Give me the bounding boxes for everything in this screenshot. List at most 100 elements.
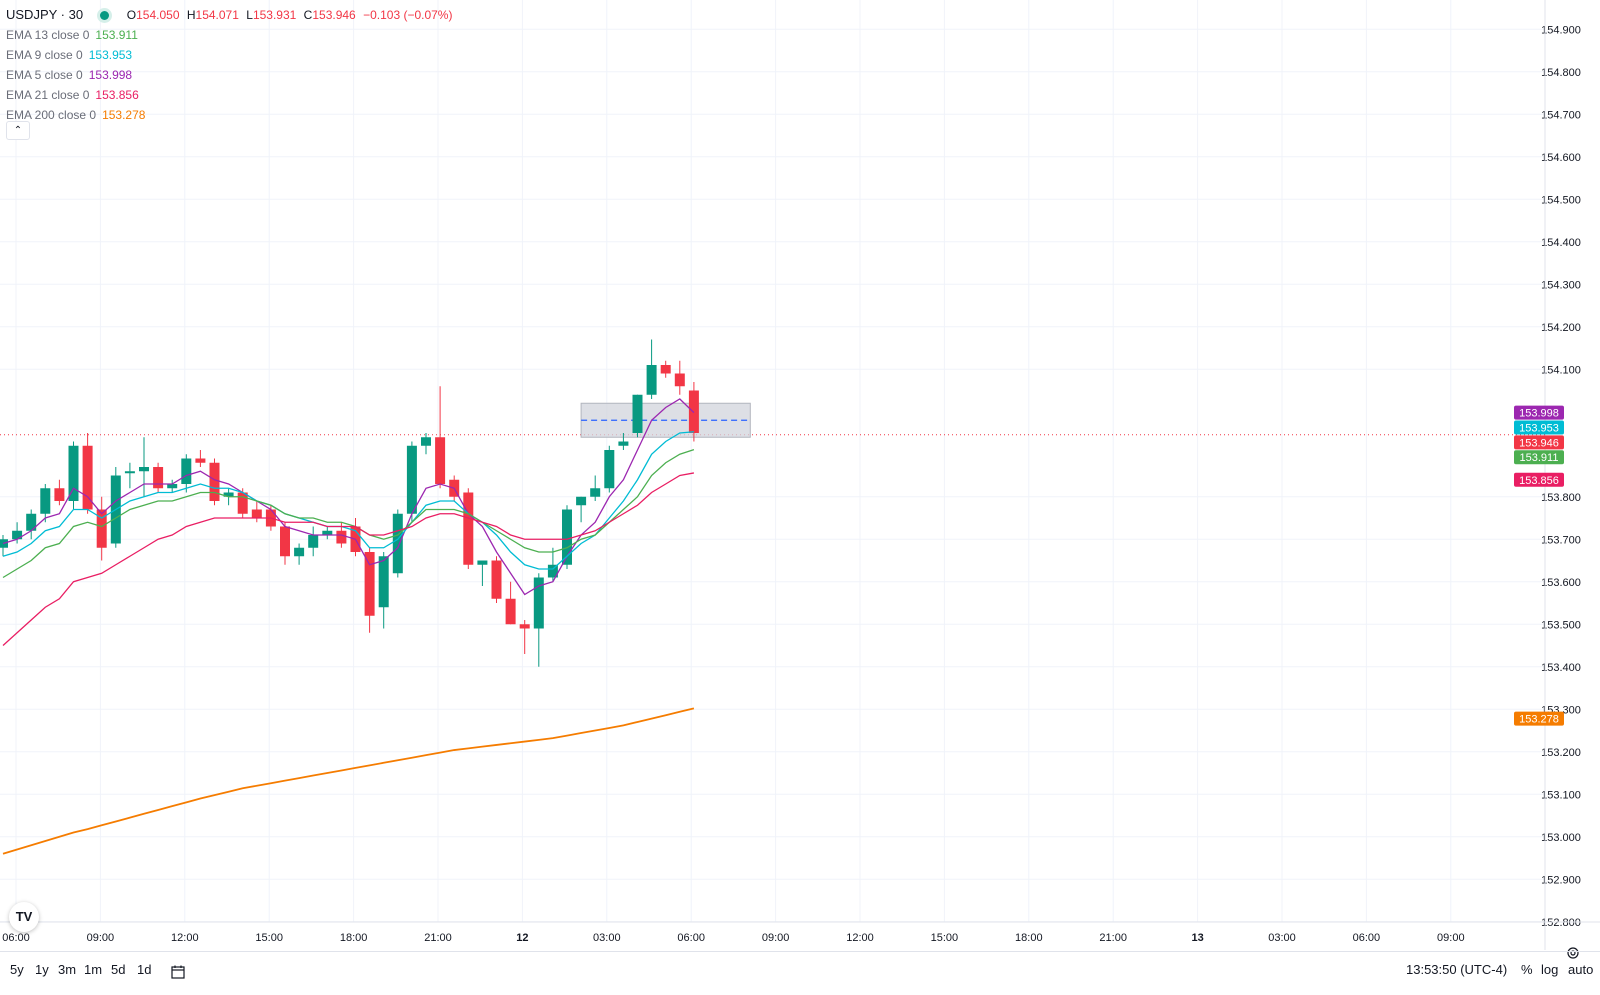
range-button-5d[interactable]: 5d xyxy=(111,962,126,977)
candle-body xyxy=(576,496,587,506)
x-tick-label: 13 xyxy=(1191,932,1203,944)
ema-line xyxy=(2,472,695,646)
open-label: O xyxy=(126,8,137,22)
y-tick-label: 154.700 xyxy=(1541,109,1581,121)
candle-body xyxy=(26,513,37,531)
high-label: H xyxy=(186,8,196,22)
candle-body xyxy=(463,492,474,565)
bottom-toolbar xyxy=(0,951,1600,995)
y-tick-label: 153.800 xyxy=(1541,492,1581,504)
y-tick-label: 153.500 xyxy=(1541,619,1581,631)
candle-body xyxy=(96,509,107,548)
candle-body xyxy=(181,458,192,484)
price-axis-tag xyxy=(1514,420,1564,435)
logo-text: TV xyxy=(15,909,33,924)
indicator-name: EMA 5 close 0 xyxy=(6,68,83,82)
candle-body xyxy=(406,445,417,514)
candle-body xyxy=(618,441,629,446)
indicator-value: 153.278 xyxy=(102,108,146,122)
range-button-3m[interactable]: 3m xyxy=(58,962,77,977)
x-tick-label: 15:00 xyxy=(931,932,959,944)
candle-body xyxy=(209,462,220,501)
price-axis-tag xyxy=(1514,472,1564,487)
candle-body xyxy=(435,437,446,484)
calendar-range-icon[interactable] xyxy=(170,964,186,980)
range-button-1y[interactable]: 1y xyxy=(35,962,49,977)
y-tick-label: 154.200 xyxy=(1541,322,1581,334)
high-value: 154.071 xyxy=(195,8,239,22)
indicator-name: EMA 9 close 0 xyxy=(6,48,83,62)
y-tick-label: 154.400 xyxy=(1541,237,1581,249)
candle-body xyxy=(421,437,431,446)
candle-body xyxy=(674,373,685,387)
price-axis-tag-label: 153.911 xyxy=(1520,452,1559,464)
indicator-row[interactable]: EMA 13 close 0 153.911 xyxy=(6,25,452,45)
price-axis-tag-label: 153.953 xyxy=(1519,422,1559,434)
price-axis-tag-label: 153.998 xyxy=(1519,408,1559,420)
timezone-clock[interactable]: 13:53:50 (UTC-4) xyxy=(1406,962,1508,977)
indicator-value: 153.998 xyxy=(88,68,133,82)
range-button-5y[interactable]: 5y xyxy=(10,962,24,977)
indicator-row[interactable]: EMA 5 close 0 153.998 xyxy=(6,65,452,85)
indicator-row[interactable]: EMA 21 close 0 153.856 xyxy=(6,85,452,105)
x-tick-label: 18:00 xyxy=(340,932,368,944)
x-tick-label: 15:00 xyxy=(255,932,283,944)
candle-body xyxy=(519,624,530,629)
ema-line xyxy=(2,431,694,570)
candle-body xyxy=(251,509,262,518)
range-button-1d[interactable]: 1d xyxy=(137,962,152,977)
candle-body xyxy=(547,564,558,578)
x-tick-label: 18:00 xyxy=(1015,932,1043,944)
candle-body xyxy=(153,467,164,489)
candle-body xyxy=(68,445,79,501)
x-tick-label: 03:00 xyxy=(1268,932,1296,944)
candle-body xyxy=(82,445,93,510)
indicator-row[interactable]: EMA 9 close 0 153.953 xyxy=(6,45,452,65)
close-label: C xyxy=(303,8,313,22)
x-tick-label: 21:00 xyxy=(424,932,452,944)
price-axis-tag xyxy=(1514,405,1564,420)
candle-body xyxy=(237,492,248,514)
x-tick-label: 03:00 xyxy=(593,932,621,944)
candle-body xyxy=(392,513,403,574)
y-tick-label: 153.100 xyxy=(1541,789,1581,801)
y-tick-label: 153.200 xyxy=(1541,747,1581,759)
indicator-row[interactable]: EMA 200 close 0 153.278 xyxy=(6,105,452,125)
candle-body xyxy=(590,488,601,497)
range-button-1m[interactable]: 1m xyxy=(84,962,103,977)
y-tick-label: 153.700 xyxy=(1541,534,1581,546)
candle-body xyxy=(604,450,615,489)
candle-body xyxy=(223,492,234,497)
candle-body xyxy=(12,530,23,540)
indicator-name: EMA 21 close 0 xyxy=(6,88,90,102)
candle-body xyxy=(364,552,375,616)
y-tick-label: 154.900 xyxy=(1541,24,1581,36)
y-tick-label: 154.800 xyxy=(1541,67,1581,79)
symbol-title[interactable]: USDJPY · 30 xyxy=(6,7,84,22)
indicator-name: EMA 13 close 0 xyxy=(6,28,90,42)
price-axis-tag-label: 153.856 xyxy=(1519,475,1559,487)
x-tick-label: 12:00 xyxy=(171,932,199,944)
y-tick-label: 154.600 xyxy=(1541,152,1581,164)
x-tick-label: 09:00 xyxy=(1437,932,1465,944)
indicator-name: EMA 200 close 0 xyxy=(6,108,97,122)
close-value: 153.946 xyxy=(312,8,356,22)
y-tick-label: 152.800 xyxy=(1541,917,1581,929)
market-status-icon xyxy=(100,11,110,21)
log-toggle[interactable]: log xyxy=(1541,962,1559,977)
candle-body xyxy=(646,365,657,395)
candle-body xyxy=(477,560,488,565)
collapse-legend-button[interactable]: ⌃ xyxy=(6,121,30,140)
chevron-up-icon: ⌃ xyxy=(13,125,23,136)
x-tick-label: 21:00 xyxy=(1099,932,1127,944)
auto-toggle[interactable]: auto xyxy=(1568,962,1594,977)
y-tick-label: 154.500 xyxy=(1541,194,1581,206)
indicator-value: 153.953 xyxy=(88,48,133,62)
percent-toggle[interactable]: % xyxy=(1521,962,1533,977)
x-tick-label: 09:00 xyxy=(87,932,115,944)
candle-body xyxy=(139,467,149,472)
tradingview-logo-icon[interactable]: TV xyxy=(9,902,39,932)
indicator-value: 153.856 xyxy=(95,88,139,102)
